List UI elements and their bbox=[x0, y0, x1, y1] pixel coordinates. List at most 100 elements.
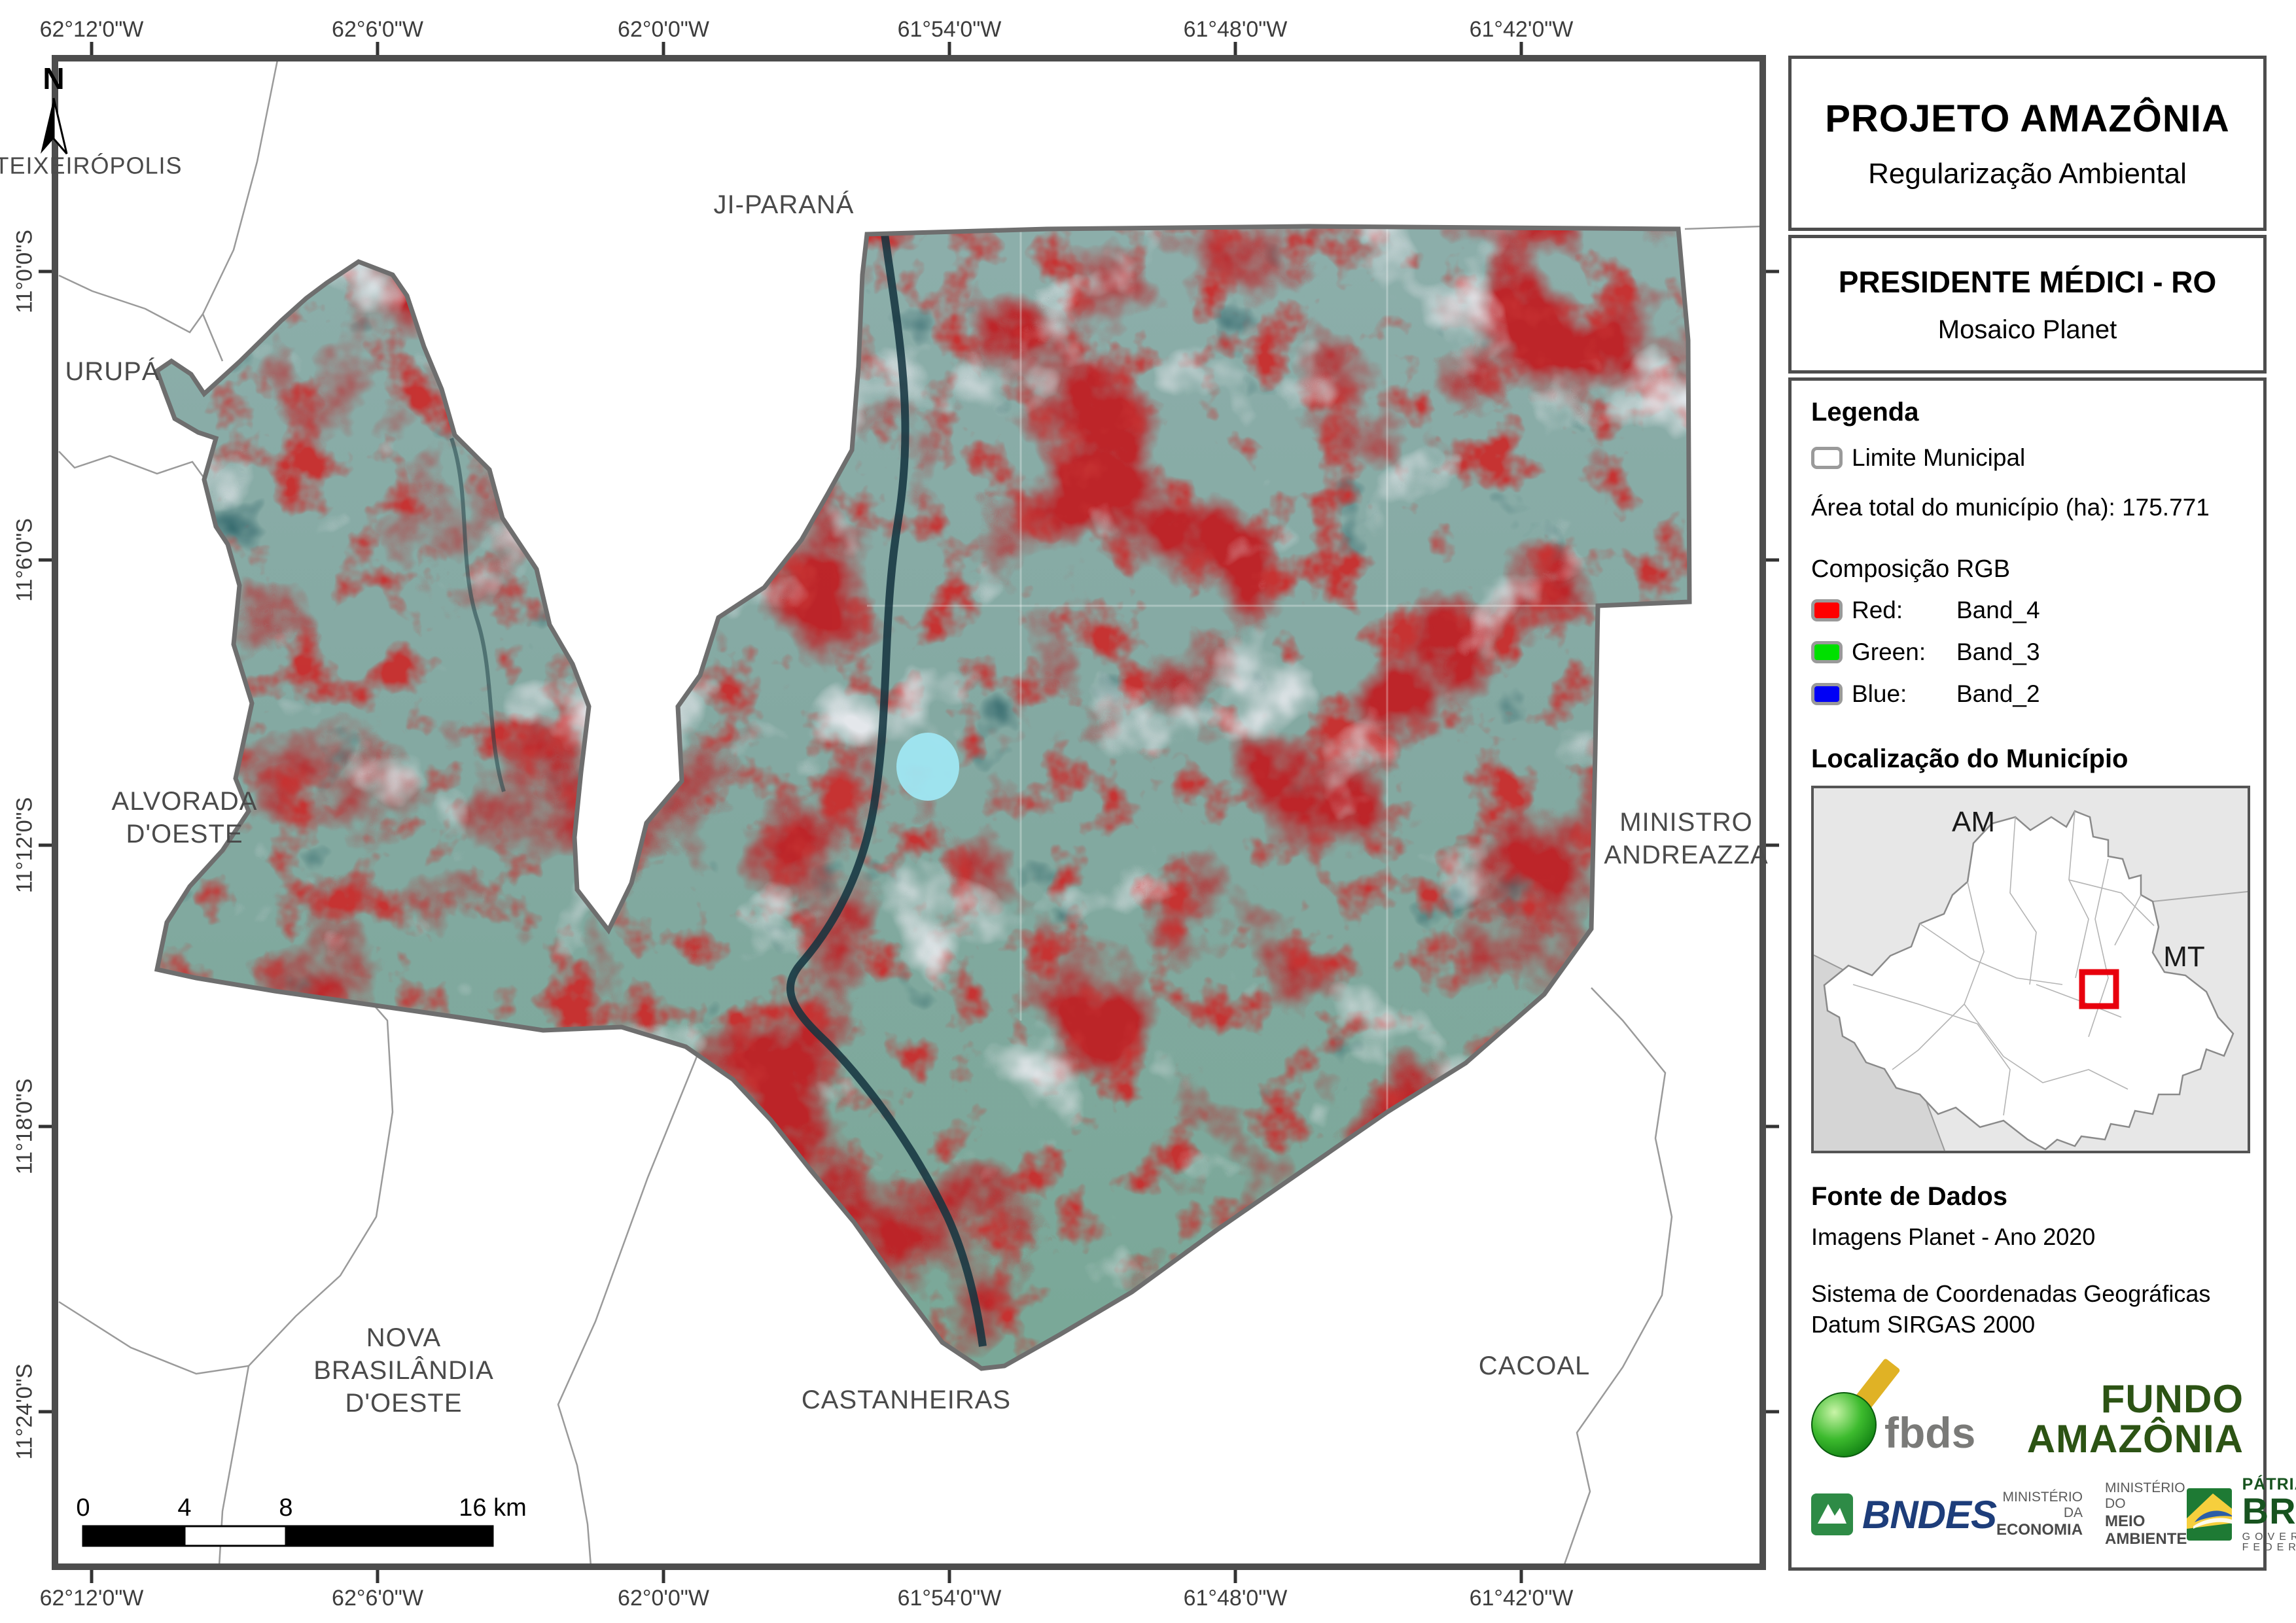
coord-top-3: 62°0'0"W bbox=[618, 17, 709, 42]
legend-item-red: Red: Band_4 bbox=[1811, 597, 2244, 624]
municipality-box: PRESIDENTE MÉDICI - RO Mosaico Planet bbox=[1788, 235, 2267, 374]
satellite-mosaic bbox=[157, 226, 1689, 1369]
fonte-heading: Fonte de Dados bbox=[1811, 1182, 2008, 1211]
place-label-castanheiras: CASTANHEIRAS bbox=[801, 1386, 1012, 1414]
ministerio-meio-ambiente: MINISTÉRIO DO MEIO AMBIENTE bbox=[2105, 1480, 2187, 1548]
graticule-ticks bbox=[39, 42, 1779, 1583]
ministerio-meio-ambiente-line1: MINISTÉRIO DO bbox=[2105, 1480, 2185, 1512]
place-label-nova-brasilandia: NOVA BRASILÂNDIA D'OESTE bbox=[313, 1323, 494, 1418]
brasil-flag-icon bbox=[2187, 1488, 2232, 1541]
rgb-heading: Composição RGB bbox=[1811, 555, 2011, 583]
ministerio-meio-ambiente-line2: MEIO AMBIENTE bbox=[2105, 1512, 2187, 1548]
coord-left-2: 11°6'0"S bbox=[12, 518, 37, 602]
coord-bottom-3: 62°0'0"W bbox=[618, 1586, 709, 1611]
coord-left-5: 11°24'0"S bbox=[12, 1363, 37, 1460]
coord-left-1: 11°0'0"S bbox=[12, 230, 37, 313]
inset-label-am: AM bbox=[1952, 806, 1995, 838]
fonte-line-sistema: Sistema de Coordenadas Geográficas bbox=[1811, 1280, 2211, 1307]
patria-line2: BRASIL bbox=[2242, 1490, 2296, 1531]
green-channel-label: Green: bbox=[1852, 638, 1926, 665]
bndes-logo: BNDES bbox=[1811, 1492, 1997, 1537]
place-label-cacoal: CACOAL bbox=[1478, 1352, 1591, 1380]
rondonia-inset-canvas bbox=[1813, 788, 2248, 1151]
coord-top-5: 61°48'0"W bbox=[1183, 17, 1288, 42]
limite-municipal-swatch-icon bbox=[1811, 447, 1843, 469]
patria-line3: GOVERNO FEDERAL bbox=[2242, 1531, 2296, 1553]
coord-bottom-2: 62°6'0"W bbox=[332, 1586, 423, 1611]
fonte-line-datum: Datum SIRGAS 2000 bbox=[1811, 1310, 2036, 1338]
blue-band-swatch-icon bbox=[1811, 683, 1843, 705]
place-label-urupa: URUPÁ bbox=[65, 357, 160, 386]
blue-band-label: Band_2 bbox=[1956, 680, 2040, 707]
red-channel-label: Red: bbox=[1852, 597, 1903, 623]
limite-municipal-label: Limite Municipal bbox=[1852, 444, 2026, 471]
title-box: PROJETO AMAZÔNIA Regularização Ambiental bbox=[1788, 56, 2267, 231]
area-total-label: Área total do município (ha): 175.771 bbox=[1811, 494, 2210, 521]
municipality-outline bbox=[154, 224, 1692, 1371]
fundo-logo-line2: AMAZÔNIA bbox=[2026, 1416, 2244, 1461]
content-box: Legenda Limite Municipal Área total do m… bbox=[1788, 377, 2296, 1571]
river-line bbox=[786, 234, 987, 1347]
urban-area-spot bbox=[896, 733, 959, 801]
product-title: Mosaico Planet bbox=[1937, 315, 2117, 344]
logo-row-government: BNDES MINISTÉRIO DA ECONOMIA MINISTÉRIO … bbox=[1811, 1476, 2296, 1552]
fundo-logo-line1: FUNDO bbox=[2100, 1376, 2244, 1421]
coord-bottom-6: 61°42'0"W bbox=[1469, 1586, 1574, 1611]
fbds-logo: fbds bbox=[1811, 1357, 2007, 1459]
coord-top-2: 62°6'0"W bbox=[332, 17, 423, 42]
red-band-label: Band_4 bbox=[1956, 597, 2040, 623]
ministerio-economia-line2: ECONOMIA bbox=[1996, 1521, 2083, 1539]
patria-line1: PÁTRIA AMADA bbox=[2242, 1475, 2296, 1493]
logo-row-fbds-fundo: fbds FUNDO AMAZÔNIA bbox=[1811, 1357, 2244, 1461]
coord-left-4: 11°18'0"S bbox=[12, 1078, 37, 1175]
scalebar-label-8: 8 bbox=[279, 1494, 293, 1522]
inset-label-mt: MT bbox=[2163, 941, 2205, 973]
coord-bottom-4: 61°54'0"W bbox=[897, 1586, 1002, 1611]
neighbor-boundary-lines bbox=[58, 60, 1763, 1567]
coord-top-4: 61°54'0"W bbox=[897, 17, 1002, 42]
place-label-ministro-andreazza: MINISTRO ANDREAZZA bbox=[1604, 808, 1769, 869]
scale-bar bbox=[82, 1525, 494, 1547]
location-heading: Localização do Município bbox=[1811, 744, 2128, 773]
green-band-swatch-icon bbox=[1811, 641, 1843, 663]
project-title: PROJETO AMAZÔNIA bbox=[1825, 97, 2230, 140]
location-inset-map: AM MT bbox=[1811, 786, 2250, 1153]
scalebar-label-0: 0 bbox=[76, 1494, 90, 1522]
bndes-icon bbox=[1811, 1493, 1853, 1535]
ministerio-economia: MINISTÉRIO DA ECONOMIA bbox=[1996, 1490, 2083, 1539]
place-label-jiparana: JI-PARANÁ bbox=[713, 190, 855, 219]
fbds-globe-icon bbox=[1811, 1392, 1877, 1457]
north-arrow-icon bbox=[41, 97, 68, 154]
coord-left-3: 11°12'0"S bbox=[12, 797, 37, 894]
inset-municipality-lines bbox=[1852, 811, 2155, 1116]
north-label: N bbox=[43, 61, 65, 96]
legend-heading: Legenda bbox=[1811, 398, 1919, 427]
red-band-swatch-icon bbox=[1811, 599, 1843, 621]
fundo-amazonia-logo: FUNDO AMAZÔNIA bbox=[2026, 1376, 2244, 1461]
project-subtitle: Regularização Ambiental bbox=[1868, 157, 2187, 190]
place-label-teixeiropolis: TEIXEIRÓPOLIS bbox=[0, 152, 183, 179]
scalebar-label-16: 16 km bbox=[459, 1494, 527, 1522]
legend-item-blue: Blue: Band_2 bbox=[1811, 680, 2244, 708]
patria-amada-brasil-logo: PÁTRIA AMADA BRASIL GOVERNO FEDERAL bbox=[2187, 1476, 2296, 1553]
fonte-line-imagens: Imagens Planet - Ano 2020 bbox=[1811, 1223, 2096, 1250]
legend-item-limite: Limite Municipal bbox=[1811, 444, 2244, 472]
ministerio-economia-line1: MINISTÉRIO DA bbox=[2002, 1490, 2083, 1521]
place-label-alvorada: ALVORADA D'OESTE bbox=[111, 787, 258, 848]
info-panel: PROJETO AMAZÔNIA Regularização Ambiental… bbox=[1788, 56, 2296, 1571]
ministries-block: MINISTÉRIO DA ECONOMIA MINISTÉRIO DO MEI… bbox=[1996, 1480, 2187, 1548]
legend-item-green: Green: Band_3 bbox=[1811, 638, 2244, 666]
municipality-highlight-square bbox=[2079, 969, 2119, 1009]
blue-channel-label: Blue: bbox=[1852, 680, 1907, 707]
green-band-label: Band_3 bbox=[1956, 638, 2040, 665]
map-frame bbox=[52, 55, 1766, 1570]
bndes-logo-text: BNDES bbox=[1862, 1492, 1997, 1537]
municipality-title: PRESIDENTE MÉDICI - RO bbox=[1838, 264, 2217, 299]
coord-top-6: 61°42'0"W bbox=[1469, 17, 1574, 42]
rondonia-state-shape bbox=[1823, 810, 2234, 1151]
scalebar-label-4: 4 bbox=[177, 1494, 192, 1522]
coord-bottom-5: 61°48'0"W bbox=[1183, 1586, 1288, 1611]
coord-top-1: 62°12'0"W bbox=[39, 17, 144, 42]
